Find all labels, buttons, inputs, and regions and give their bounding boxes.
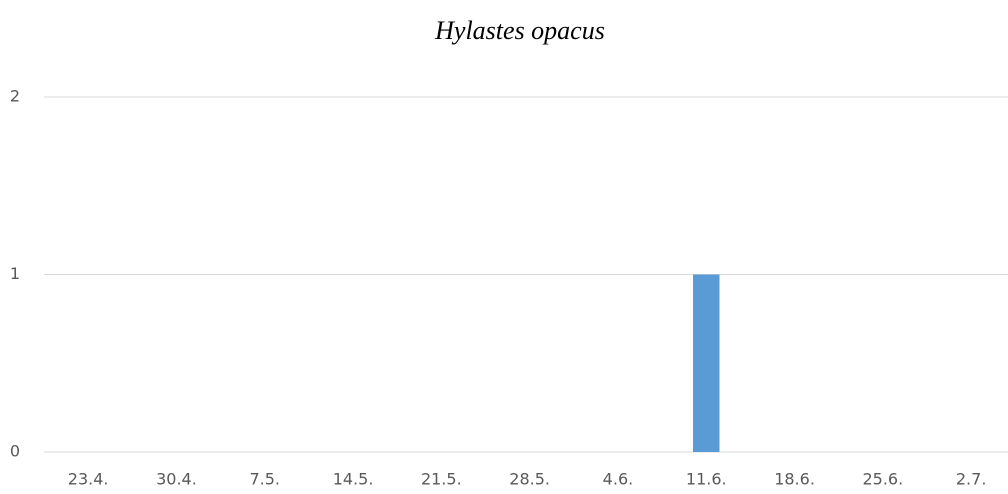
bar xyxy=(693,274,720,452)
x-tick-label: 25.6. xyxy=(862,470,903,489)
x-tick-label: 4.6. xyxy=(603,470,634,489)
y-tick-label: 1 xyxy=(10,264,20,283)
x-tick-label: 11.6. xyxy=(686,470,727,489)
y-tick-label: 2 xyxy=(10,87,20,106)
x-tick-label: 7.5. xyxy=(249,470,280,489)
x-tick-label: 21.5. xyxy=(421,470,462,489)
y-tick-label: 0 xyxy=(10,442,20,461)
x-tick-label: 2.7. xyxy=(956,470,987,489)
x-tick-label: 30.4. xyxy=(156,470,197,489)
chart-title: Hylastes opacus xyxy=(434,16,605,45)
x-tick-label: 18.6. xyxy=(774,470,815,489)
x-tick-label: 23.4. xyxy=(68,470,109,489)
x-tick-label: 28.5. xyxy=(509,470,550,489)
x-tick-label: 14.5. xyxy=(333,470,374,489)
